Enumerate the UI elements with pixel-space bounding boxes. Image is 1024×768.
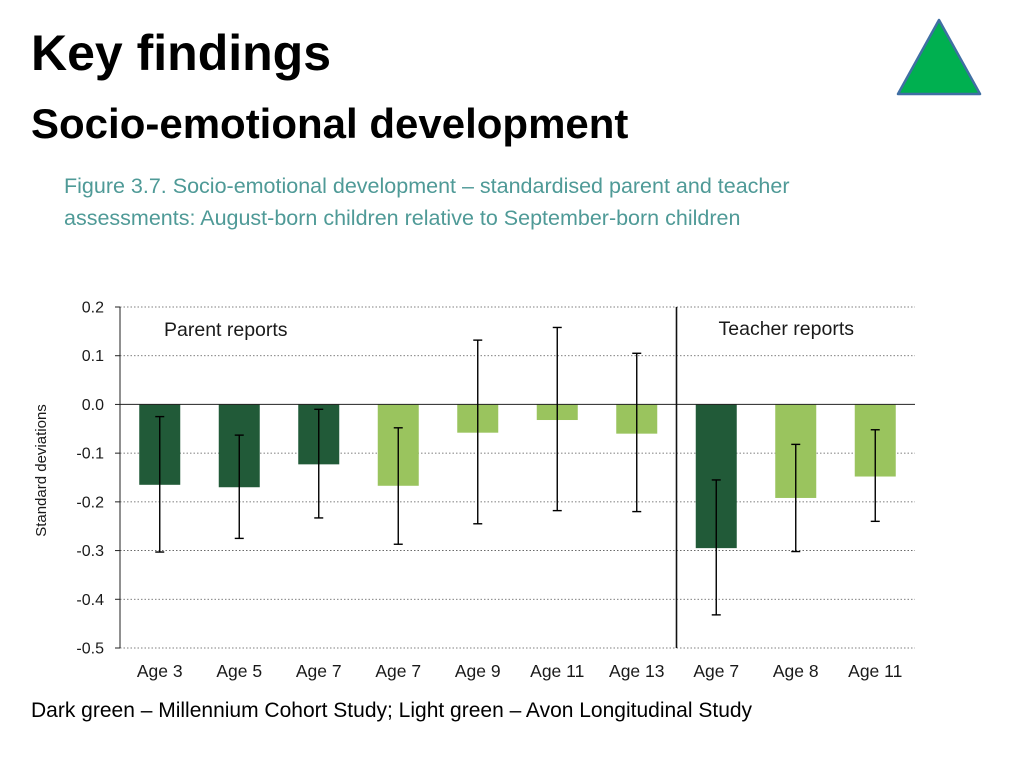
y-tick-label: -0.3 — [76, 543, 104, 560]
x-tick-label: Age 7 — [693, 661, 739, 681]
y-tick-label: -0.5 — [76, 641, 104, 658]
figure-caption: Figure 3.7. Socio-emotional development … — [64, 174, 790, 230]
footnote-legend: Dark green – Millennium Cohort Study; Li… — [31, 699, 753, 722]
bar-chart: 0.2 0.1 0.0 -0.1 -0.2 -0.3 -0.4 -0.5 Standard de… — [33, 300, 915, 681]
panel-label-parent: Parent reports — [164, 319, 288, 341]
y-tick-label: -0.1 — [76, 446, 104, 463]
x-tick-label: Age 3 — [137, 661, 183, 681]
y-tick-label: -0.2 — [76, 494, 104, 511]
y-tick-label: -0.4 — [76, 592, 104, 609]
x-tick-label: Age 9 — [455, 661, 501, 681]
x-tick-label: Age 7 — [296, 661, 342, 681]
slide-subtitle: Socio-emotional development — [31, 100, 629, 147]
x-tick-label: Age 5 — [216, 661, 262, 681]
y-tick-label: 0.2 — [82, 300, 104, 317]
y-axis-label: Standard deviations — [33, 404, 50, 537]
y-tick-label: 0.1 — [82, 348, 104, 365]
x-tick-label: Age 7 — [375, 661, 421, 681]
panel-label-teacher: Teacher reports — [719, 318, 855, 340]
x-tick-label: Age 8 — [773, 661, 819, 681]
x-tick-label: Age 11 — [848, 661, 902, 681]
y-tick-label: 0.0 — [82, 397, 104, 414]
slide-title: Key findings — [31, 25, 332, 81]
green-triangle-icon — [896, 18, 982, 96]
x-tick-label: Age 11 — [530, 661, 584, 681]
x-tick-label: Age 13 — [609, 661, 664, 681]
